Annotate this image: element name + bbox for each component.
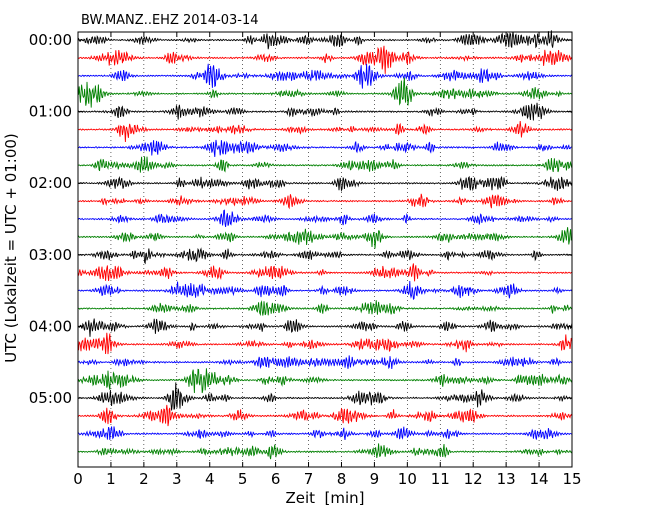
seismogram-trace	[77, 332, 573, 355]
y-tick-label: 00:00	[29, 31, 72, 49]
x-tick-labels: 0 1 2 3 4 5 6 7 8 9 10 11 12 13 14 15	[73, 470, 581, 488]
x-tick-label: 10	[398, 470, 417, 488]
x-tick-label: 13	[497, 470, 516, 488]
seismogram-trace	[77, 368, 573, 394]
seismogram-trace	[77, 281, 573, 300]
x-tick-label: 11	[431, 470, 450, 488]
seismogram-trace	[77, 382, 573, 411]
x-tick-label: 1	[106, 470, 116, 488]
y-tick-label: 03:00	[29, 246, 72, 264]
seismogram-trace	[77, 175, 573, 193]
seismogram-trace	[77, 30, 573, 50]
x-tick-label: 7	[304, 470, 314, 488]
x-tick-label: 3	[172, 470, 182, 488]
x-tick-label: 12	[464, 470, 483, 488]
seismogram-trace	[77, 247, 573, 265]
x-tick-label: 5	[238, 470, 248, 488]
y-tick-label: 01:00	[29, 103, 72, 121]
seismogram-trace	[77, 193, 572, 210]
trace-group	[77, 30, 573, 460]
seismogram-trace	[77, 300, 572, 317]
seismogram-trace	[77, 63, 573, 89]
x-tick-label: 6	[271, 470, 281, 488]
seismogram-trace	[77, 443, 573, 460]
x-tick-label: 9	[370, 470, 380, 488]
seismogram-trace	[77, 120, 573, 142]
y-tick-label: 02:00	[29, 174, 72, 192]
seismogram-trace	[77, 426, 573, 441]
seismogram-trace	[77, 318, 573, 337]
seismogram-trace	[77, 355, 573, 370]
y-tick-label: 04:00	[29, 317, 72, 335]
seismogram-trace	[77, 227, 573, 249]
chart-title: BW.MANZ..EHZ 2014-03-14	[81, 13, 259, 28]
seismogram-trace	[77, 102, 573, 121]
y-tick-labels: 00:00 01:00 02:00 03:00 04:00 05:00	[29, 31, 72, 407]
x-tick-label: 2	[139, 470, 149, 488]
seismogram-trace	[77, 139, 572, 158]
axis-ticks	[77, 32, 573, 467]
x-tick-label: 8	[337, 470, 347, 488]
x-tick-label: 0	[73, 470, 83, 488]
x-tick-label: 15	[562, 470, 581, 488]
seismogram-trace	[77, 263, 573, 282]
x-axis-label: Zeit [min]	[285, 489, 364, 507]
seismogram-trace	[77, 45, 573, 74]
x-tick-label: 4	[205, 470, 215, 488]
seismogram-trace	[77, 156, 573, 173]
seismogram-trace	[77, 77, 573, 108]
y-tick-label: 05:00	[29, 389, 72, 407]
grid-lines	[110, 32, 540, 467]
plot-frame	[77, 31, 573, 468]
seismogram-trace	[77, 209, 572, 228]
seismogram-trace	[77, 404, 573, 427]
x-tick-label: 14	[530, 470, 549, 488]
y-axis-label: UTC (Lokalzeit = UTC + 01:00)	[2, 133, 20, 363]
